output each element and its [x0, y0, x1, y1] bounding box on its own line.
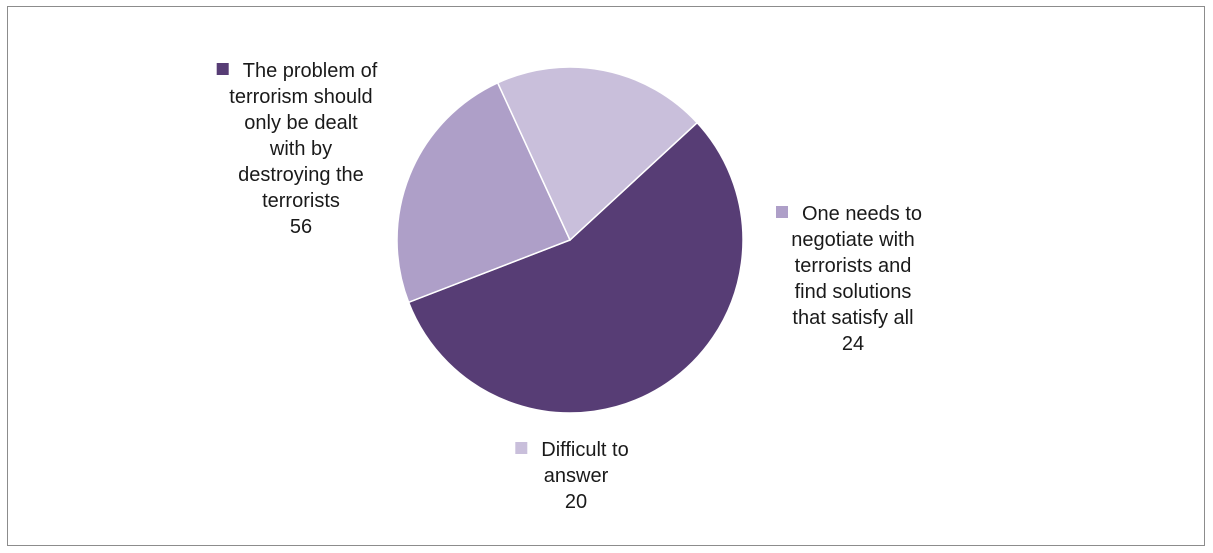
slice-label-line: destroying the: [238, 164, 364, 186]
slice-label-line: find solutions: [795, 281, 912, 303]
slice-label-marker-2: [776, 206, 788, 218]
pie-slice-1: [407, 121, 744, 414]
slice-label-line: terrorists: [262, 190, 340, 212]
chart-frame: The problem of terrorism should only be de…: [7, 6, 1205, 546]
slice-label-marker-3: [515, 442, 528, 454]
slice-value-label: 24: [842, 333, 864, 355]
slice-value-label: 56: [290, 216, 312, 238]
slice-label-1: The problem of terrorism should only be de…: [216, 60, 378, 238]
slice-label-line: only be dealt: [244, 112, 358, 134]
pie-slice-2: [396, 81, 572, 304]
pie-slice-3: [496, 66, 699, 242]
slice-label-line: answer: [544, 465, 609, 487]
slice-label-line: The problem of: [243, 60, 378, 82]
slice-label-3: Difficult to answer 20: [515, 439, 629, 513]
slice-label-line: that satisfy all: [792, 307, 913, 329]
slice-label-line: negotiate with: [791, 229, 914, 251]
slice-label-line: Difficult to: [541, 439, 628, 461]
slice-label-marker-1: [216, 63, 229, 75]
slice-label-line: terrorists and: [795, 255, 912, 277]
slice-label-line: with by: [269, 138, 332, 160]
slice-label-line: One needs to: [802, 203, 922, 225]
pie-chart: The problem of terrorism should only be de…: [216, 60, 922, 513]
slice-label-line: terrorism should: [229, 86, 372, 108]
slice-label-2: One needs to negotiate with terrorists and…: [776, 203, 922, 355]
slice-value-label: 20: [565, 491, 587, 513]
